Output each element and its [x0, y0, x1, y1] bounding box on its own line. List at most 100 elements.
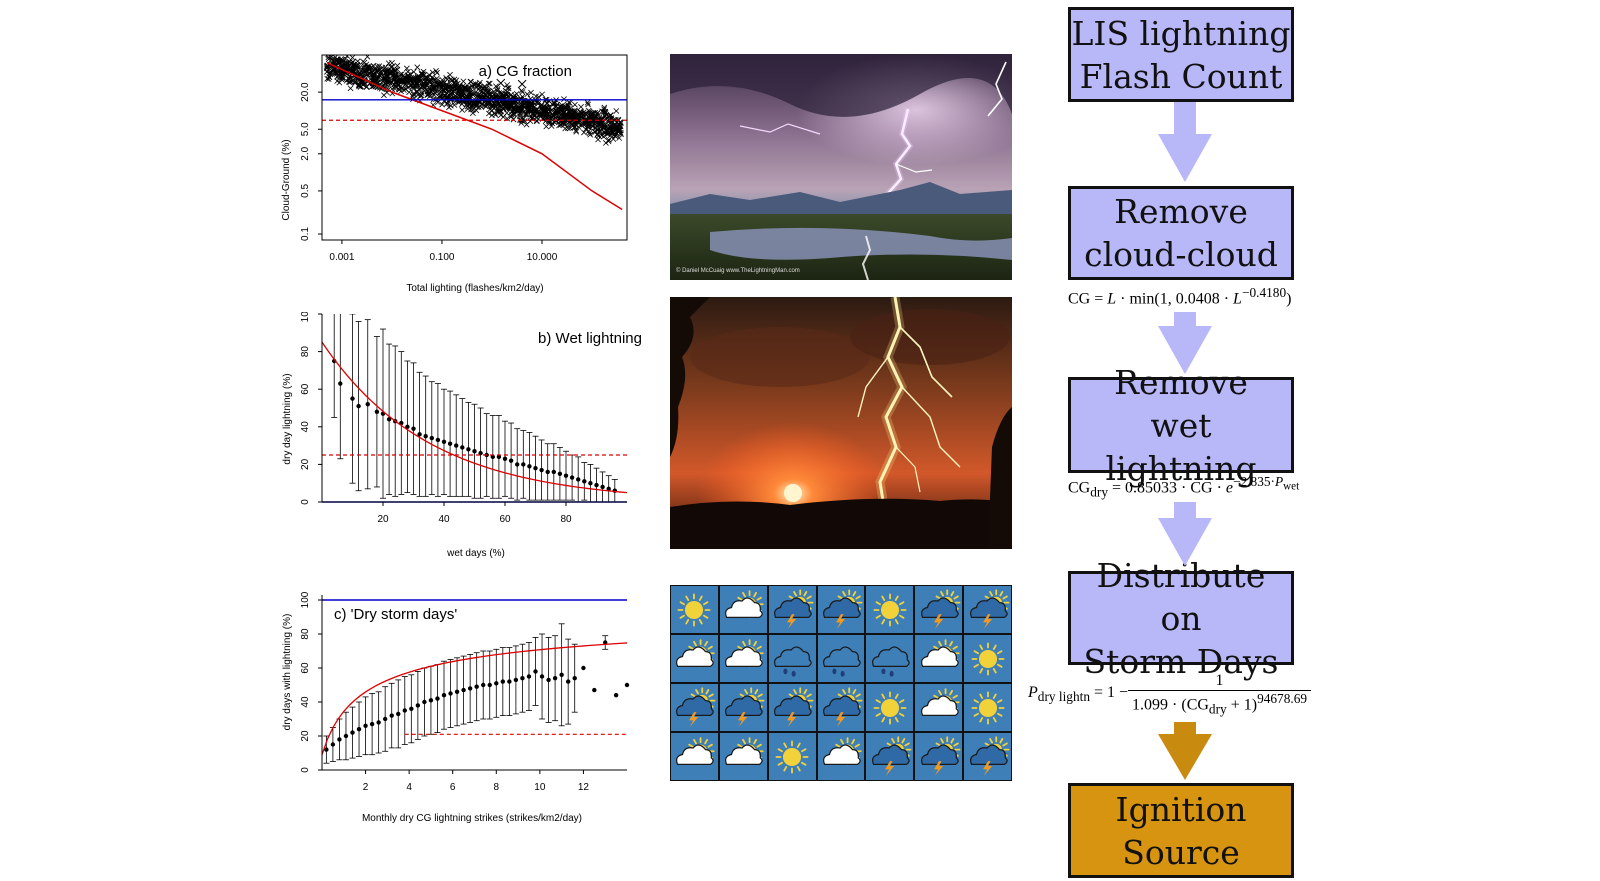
- scatter-point: [383, 69, 389, 75]
- y-tick-label: 100: [300, 312, 311, 322]
- cg-scatter-points: [323, 55, 624, 211]
- scatter-point: [439, 90, 446, 97]
- data-point: [411, 426, 416, 431]
- data-point: [563, 473, 569, 478]
- scatter-point: [469, 83, 475, 90]
- scatter-point: [602, 140, 609, 146]
- data-point: [572, 676, 577, 681]
- lightning-storm-scene: © Daniel McCuaig www.TheLightningMan.com: [670, 54, 1012, 280]
- scatter-point: [494, 108, 501, 115]
- data-point: [613, 693, 619, 698]
- storm-sun-weather-icon: [915, 733, 963, 780]
- sun-weather-icon: [671, 586, 718, 633]
- scatter-point: [614, 124, 620, 131]
- storm-sun-weather-icon: [915, 586, 963, 633]
- scatter-point: [382, 76, 388, 83]
- y-tick-label: 40: [300, 696, 311, 708]
- scatter-point: [473, 107, 480, 114]
- fit-line: [326, 62, 623, 211]
- scatter-point: [564, 101, 571, 108]
- weather-icon-grid: [670, 585, 1012, 781]
- scatter-point: [488, 108, 495, 114]
- data-point: [600, 484, 605, 490]
- scatter-point: [500, 114, 507, 120]
- scatter-point: [485, 80, 492, 87]
- p-dry-lightn-equation: Pdry lightn = 1 − 1 1.099 · (CGdry + 1)9…: [1028, 672, 1312, 718]
- scatter-point: [467, 78, 474, 85]
- scatter-point: [592, 124, 599, 131]
- data-point: [496, 454, 502, 460]
- scatter-point: [476, 79, 483, 86]
- scatter-point: [364, 55, 371, 60]
- data-point: [527, 464, 532, 469]
- plot-c-ylabel: dry days with lightning (%): [282, 614, 293, 731]
- data-point: [435, 437, 441, 443]
- scatter-point: [578, 104, 584, 110]
- data-point: [396, 711, 401, 717]
- scatter-point: [334, 78, 341, 84]
- data-point: [356, 403, 361, 409]
- scatter-point: [523, 106, 530, 113]
- scatter-point: [535, 94, 542, 100]
- scatter-point: [448, 86, 454, 93]
- y-tick-label: 20: [300, 730, 311, 742]
- scatter-point: [560, 113, 567, 120]
- scatter-point: [524, 91, 531, 98]
- y-tick-label: 0.5: [300, 184, 311, 198]
- data-point: [374, 409, 380, 414]
- scatter-point: [345, 75, 352, 82]
- data-point: [520, 676, 525, 681]
- storm-sun-weather-icon: [964, 733, 1011, 780]
- scatter-point: [409, 79, 416, 86]
- scatter-point: [585, 121, 592, 127]
- scatter-point: [533, 118, 540, 125]
- flow-step-remove-cloud-cloud: Remove cloud-cloud: [1068, 186, 1294, 280]
- scatter-point: [366, 66, 373, 72]
- data-point: [565, 679, 571, 684]
- data-point: [417, 432, 422, 437]
- data-point: [513, 677, 519, 683]
- scatter-point: [418, 74, 425, 81]
- scatter-point: [523, 99, 529, 106]
- scatter-point: [406, 77, 413, 84]
- y-tick-label: 0: [300, 767, 311, 773]
- y-tick-label: 20.0: [300, 82, 311, 102]
- scatter-point: [560, 120, 567, 126]
- scatter-point: [373, 76, 380, 82]
- scatter-point: [459, 107, 466, 113]
- storm-sun-weather-icon: [719, 684, 767, 731]
- dry-storm-series: [322, 623, 630, 764]
- scatter-point: [538, 104, 545, 111]
- scatter-point: [610, 136, 617, 142]
- flow-arrows: [1158, 102, 1212, 780]
- flow-step-lis-flash-count: LIS lightning Flash Count: [1068, 7, 1294, 102]
- data-point: [460, 445, 465, 450]
- flow-step-remove-wet-lightning: Remove wet lightning: [1068, 363, 1294, 488]
- scatter-point: [557, 122, 564, 128]
- fit-line: [322, 341, 627, 494]
- x-tick-label: 8: [494, 782, 500, 793]
- y-tick-label: 100: [300, 591, 311, 608]
- scatter-point: [527, 118, 534, 125]
- data-point: [448, 691, 453, 696]
- data-point: [356, 727, 362, 732]
- scatter-point: [545, 113, 552, 120]
- scatter-point: [529, 102, 536, 109]
- scatter-point: [405, 73, 411, 79]
- scatter-point: [518, 96, 524, 102]
- scatter-point: [361, 62, 367, 69]
- scatter-point: [426, 71, 433, 78]
- scatter-point: [518, 87, 525, 94]
- scatter-point: [474, 93, 481, 99]
- scatter-point: [350, 64, 356, 71]
- fit-line: [322, 642, 628, 755]
- scatter-point: [436, 83, 443, 90]
- plot-c-title: c) 'Dry storm days': [334, 606, 457, 623]
- flow-step-label: Remove cloud-cloud: [1084, 192, 1278, 274]
- data-point: [435, 696, 440, 701]
- scatter-point: [418, 92, 425, 99]
- data-point: [474, 684, 479, 689]
- scatter-point: [340, 55, 346, 56]
- plot-a-ylabel: Cloud-Ground (%): [281, 139, 292, 220]
- scatter-point: [392, 83, 399, 90]
